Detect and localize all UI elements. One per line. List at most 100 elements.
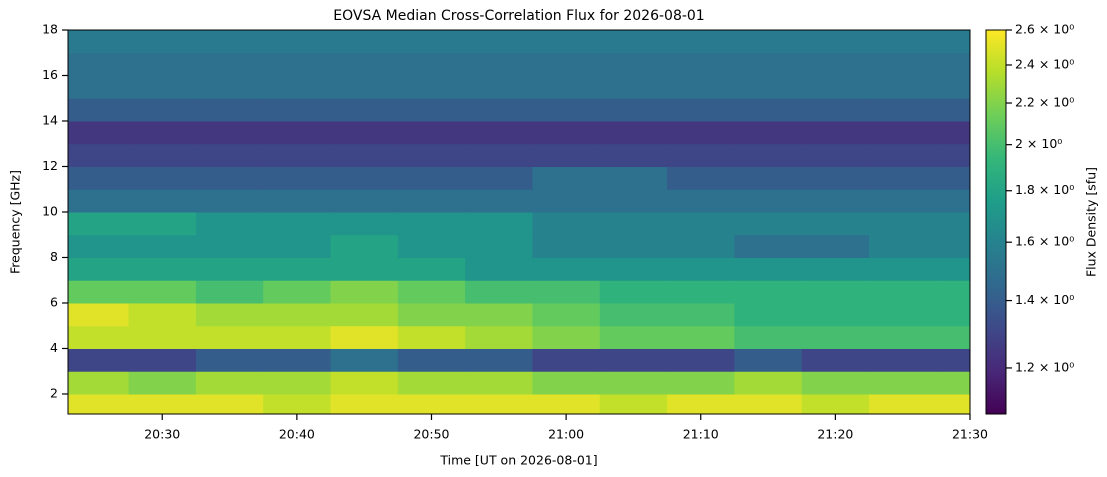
heatmap-cell <box>195 189 264 213</box>
heatmap-cell <box>734 166 803 190</box>
heatmap-cell <box>869 302 937 327</box>
heatmap-cell <box>195 348 264 372</box>
heatmap-cell <box>397 166 466 190</box>
heatmap-cell <box>599 52 668 76</box>
heatmap-cell <box>667 371 735 395</box>
heatmap-cell <box>667 189 735 213</box>
heatmap-cell <box>667 211 735 236</box>
heatmap-cell <box>734 52 803 76</box>
heatmap-cell <box>599 393 668 414</box>
heatmap-cell <box>465 325 533 349</box>
heatmap-cell <box>128 257 197 281</box>
heatmap-cell <box>599 30 668 54</box>
heatmap-cell <box>68 75 130 99</box>
heatmap-cell <box>397 52 466 76</box>
heatmap-cell <box>263 120 332 145</box>
heatmap-cell <box>330 98 399 122</box>
heatmap-cell <box>465 166 533 190</box>
heatmap-cell <box>801 302 870 327</box>
heatmap-cell <box>68 120 130 145</box>
heatmap-cell <box>195 30 264 54</box>
heatmap-cell <box>465 302 533 327</box>
heatmap-cell <box>599 257 668 281</box>
heatmap-cell <box>667 280 735 304</box>
heatmap-cell <box>465 120 533 145</box>
heatmap-cell <box>936 120 970 145</box>
heatmap-cell <box>734 211 803 236</box>
heatmap-cell <box>465 393 533 414</box>
y-tick-label: 8 <box>50 249 58 264</box>
heatmap-cell <box>869 120 937 145</box>
heatmap-cell <box>263 211 332 236</box>
heatmap-cell <box>397 143 466 167</box>
heatmap-cell <box>599 143 668 167</box>
heatmap-cell <box>128 280 197 304</box>
heatmap-cell <box>734 234 803 258</box>
heatmap-cell <box>532 166 601 190</box>
heatmap-cell <box>869 325 937 349</box>
heatmap-cell <box>801 325 870 349</box>
heatmap-cell <box>667 166 735 190</box>
x-tick-label: 21:20 <box>817 427 853 442</box>
heatmap-cell <box>465 348 533 372</box>
heatmap-cell <box>68 52 130 76</box>
heatmap-cell <box>397 120 466 145</box>
heatmap-cell <box>801 348 870 372</box>
y-tick-label: 6 <box>50 294 58 309</box>
heatmap-cell <box>734 98 803 122</box>
heatmap-cell <box>532 143 601 167</box>
colorbar-tick-label: 2.4 × 10⁰ <box>1015 56 1074 71</box>
y-tick-label: 16 <box>42 67 58 82</box>
heatmap-cell <box>869 30 937 54</box>
heatmap-cell <box>465 257 533 281</box>
heatmap-cell <box>532 98 601 122</box>
heatmap-cell <box>263 143 332 167</box>
heatmap-cell <box>532 234 601 258</box>
heatmap-cell <box>532 348 601 372</box>
heatmap-cell <box>330 143 399 167</box>
x-tick-label: 20:30 <box>144 427 180 442</box>
heatmap-cell <box>599 325 668 349</box>
heatmap-cell <box>869 211 937 236</box>
heatmap-cell <box>128 211 197 236</box>
heatmap-cell <box>801 75 870 99</box>
heatmap-cell <box>936 393 970 414</box>
heatmap-cell <box>330 325 399 349</box>
heatmap-cell <box>734 257 803 281</box>
x-tick-label: 21:00 <box>548 427 584 442</box>
plot-frame <box>67 29 971 415</box>
heatmap-cell <box>667 348 735 372</box>
heatmap-cell <box>195 120 264 145</box>
heatmap-cell <box>330 371 399 395</box>
heatmap-cell <box>195 393 264 414</box>
heatmap-cell <box>936 280 970 304</box>
heatmap-cell <box>68 257 130 281</box>
heatmap-cell <box>263 257 332 281</box>
heatmap-cell <box>128 371 197 395</box>
heatmap-cell <box>734 371 803 395</box>
heatmap-cell <box>532 257 601 281</box>
heatmap-cell <box>195 302 264 327</box>
heatmap-cell <box>195 371 264 395</box>
heatmap-cell <box>667 120 735 145</box>
heatmap-cell <box>936 143 970 167</box>
heatmap-cell <box>801 280 870 304</box>
heatmap-cell <box>330 302 399 327</box>
heatmap-cell <box>68 348 130 372</box>
heatmap-cell <box>936 98 970 122</box>
y-tick-label: 18 <box>42 22 58 37</box>
heatmap-cell <box>195 98 264 122</box>
heatmap-cell <box>734 393 803 414</box>
heatmap-cell <box>734 189 803 213</box>
heatmap-cell <box>397 189 466 213</box>
colorbar-tick-label: 2.6 × 10⁰ <box>1015 22 1074 37</box>
heatmap-cell <box>330 75 399 99</box>
heatmap-cell <box>801 234 870 258</box>
heatmap-cell <box>532 280 601 304</box>
heatmap-cell <box>801 143 870 167</box>
heatmap-cell <box>263 98 332 122</box>
heatmap-cell <box>465 371 533 395</box>
heatmap-cell <box>195 75 264 99</box>
heatmap-cell <box>465 98 533 122</box>
heatmap-cell <box>330 30 399 54</box>
